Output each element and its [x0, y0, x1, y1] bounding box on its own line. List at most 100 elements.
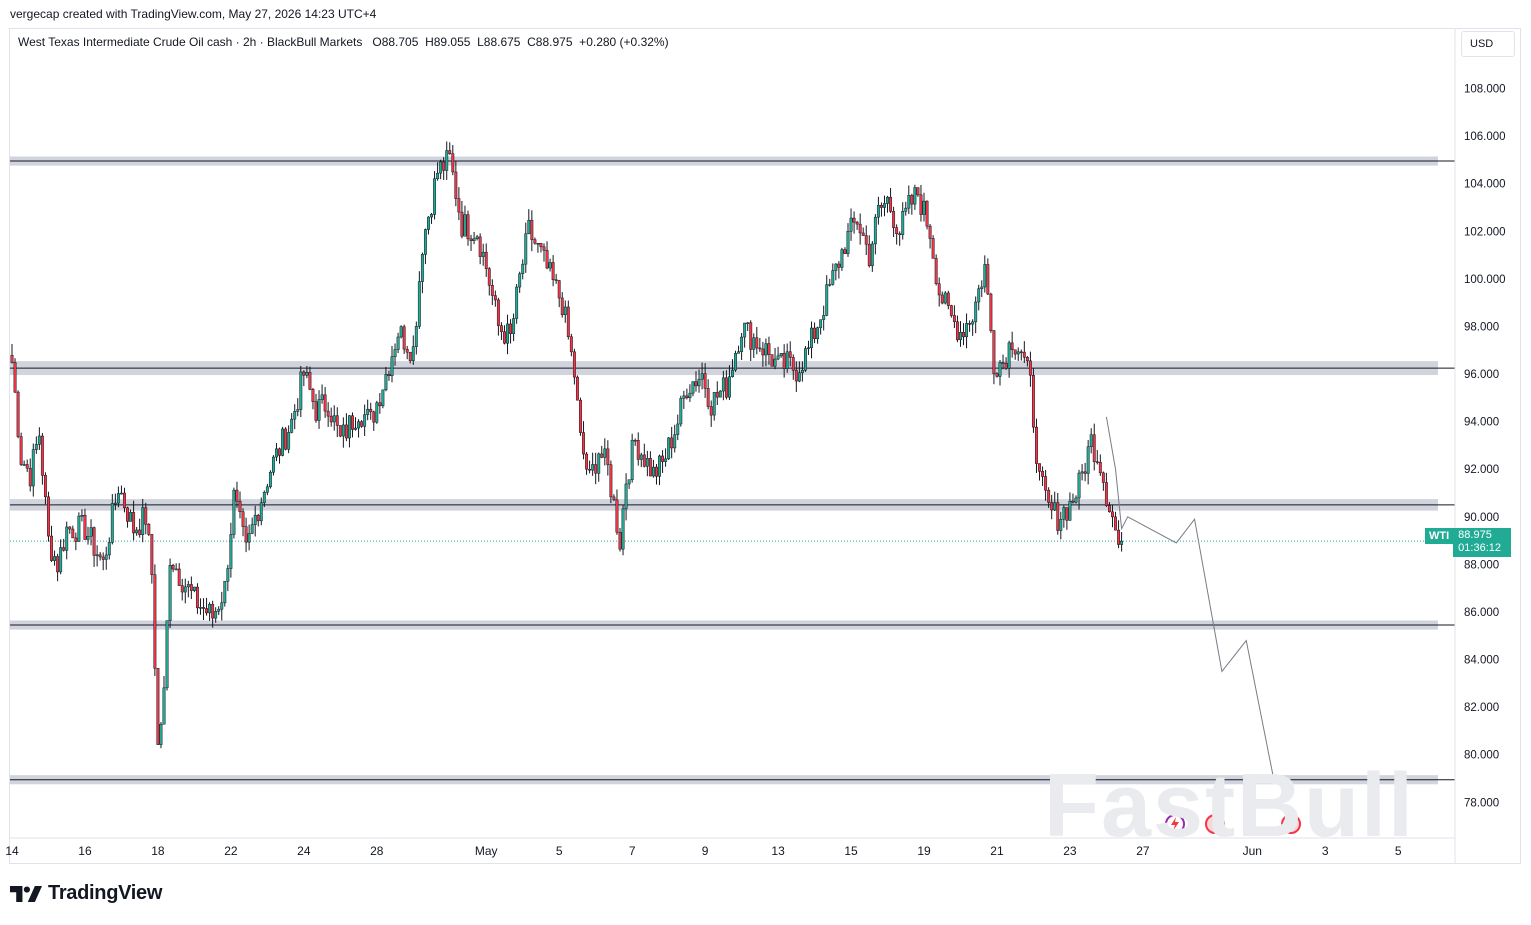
- candle-body: [819, 319, 823, 328]
- candle-body: [688, 392, 692, 399]
- time-tick-label: Jun: [1243, 844, 1262, 858]
- candle-body: [782, 353, 786, 369]
- candle-body: [800, 369, 804, 374]
- candle-body: [62, 547, 66, 551]
- price-tick-label: 108.000: [1464, 83, 1506, 95]
- candle-body: [992, 330, 996, 374]
- candle-body: [913, 187, 917, 205]
- candle-body: [670, 437, 674, 449]
- price-tick-label: 88.000: [1464, 559, 1499, 571]
- candle-body: [56, 556, 60, 573]
- candle-body: [493, 295, 497, 301]
- candle-body: [408, 351, 412, 361]
- time-tick-label: 24: [297, 844, 311, 858]
- candle-body: [281, 428, 285, 456]
- candle-body: [515, 286, 519, 319]
- candle-body: [822, 315, 826, 320]
- candle-body: [220, 602, 224, 610]
- candle-body: [68, 526, 72, 530]
- candle-body: [1111, 511, 1114, 518]
- candle-body: [627, 479, 631, 485]
- candle-body: [612, 496, 616, 501]
- candle-body: [594, 464, 598, 474]
- candle-body: [475, 236, 479, 240]
- candle-body: [129, 512, 133, 522]
- candle-body: [1050, 502, 1054, 511]
- candle-body: [940, 294, 944, 304]
- candle-body: [752, 337, 756, 350]
- candle-body: [481, 251, 485, 257]
- candle-body: [937, 283, 941, 296]
- support-resistance-zones: [10, 156, 1455, 785]
- watermark: FastBull: [1044, 756, 1416, 856]
- price-tick-label: 96.000: [1464, 369, 1499, 381]
- candle-body: [943, 292, 947, 304]
- price-tick-label: 82.000: [1464, 702, 1499, 714]
- candle-body: [664, 458, 668, 462]
- candle-body: [1095, 461, 1099, 463]
- candle-body: [895, 227, 899, 235]
- candle-body: [496, 299, 500, 326]
- candle-body: [952, 315, 956, 322]
- time-tick-label: 16: [78, 844, 92, 858]
- candle-body: [195, 586, 199, 609]
- candle-body: [423, 229, 427, 255]
- candle-body: [524, 233, 528, 265]
- tradingview-logo-icon: [10, 885, 42, 902]
- candle-body: [223, 580, 227, 604]
- candle-body: [387, 374, 391, 377]
- candle-body: [65, 526, 69, 551]
- candle-body: [1077, 472, 1081, 499]
- candle-body: [624, 483, 628, 510]
- candle-body: [259, 502, 263, 522]
- candle-body: [141, 507, 145, 535]
- candle-body: [597, 453, 601, 474]
- candle-body: [727, 376, 731, 398]
- candle-body: [965, 323, 969, 338]
- candle-body: [642, 454, 646, 467]
- candle-body: [579, 399, 582, 433]
- candle-body: [995, 373, 999, 377]
- candle-body: [600, 453, 604, 458]
- candle-body: [123, 492, 126, 509]
- candle-body: [229, 534, 233, 569]
- candle-body: [95, 554, 99, 557]
- candle-body: [174, 568, 178, 571]
- candle-body: [700, 373, 704, 380]
- time-tick-label: 14: [5, 844, 19, 858]
- candle-body: [910, 195, 914, 205]
- currency-button[interactable]: USD: [1461, 31, 1515, 57]
- candle-body: [855, 221, 859, 225]
- candle-body: [904, 207, 908, 212]
- candle-body: [861, 232, 865, 236]
- candle-body: [490, 285, 494, 296]
- candle-body: [1038, 463, 1041, 472]
- candle-body: [557, 280, 561, 299]
- time-tick-label: 9: [702, 844, 709, 858]
- candle-body: [615, 499, 619, 533]
- candle-body: [199, 607, 202, 609]
- candle-body: [381, 389, 385, 407]
- candles: [10, 141, 1124, 749]
- candle-body: [363, 414, 367, 427]
- candle-body: [135, 529, 139, 534]
- candle-body: [317, 399, 321, 421]
- candle-body: [360, 421, 364, 427]
- price-tick-label: 102.000: [1464, 226, 1506, 238]
- candle-body: [335, 415, 339, 426]
- candle-body: [433, 178, 437, 215]
- candle-body: [156, 668, 160, 745]
- candle-body: [1098, 461, 1102, 474]
- candle-body: [138, 529, 142, 535]
- candle-body: [521, 263, 525, 275]
- candle-body: [86, 535, 90, 540]
- candle-body: [731, 369, 734, 377]
- candle-body: [503, 331, 506, 344]
- candle-body: [746, 322, 750, 324]
- chart-frame[interactable]: [9, 28, 1521, 864]
- candle-body: [864, 235, 868, 245]
- candle-body: [25, 464, 29, 469]
- candle-body: [238, 500, 242, 512]
- tradingview-brand[interactable]: TradingView: [10, 882, 162, 905]
